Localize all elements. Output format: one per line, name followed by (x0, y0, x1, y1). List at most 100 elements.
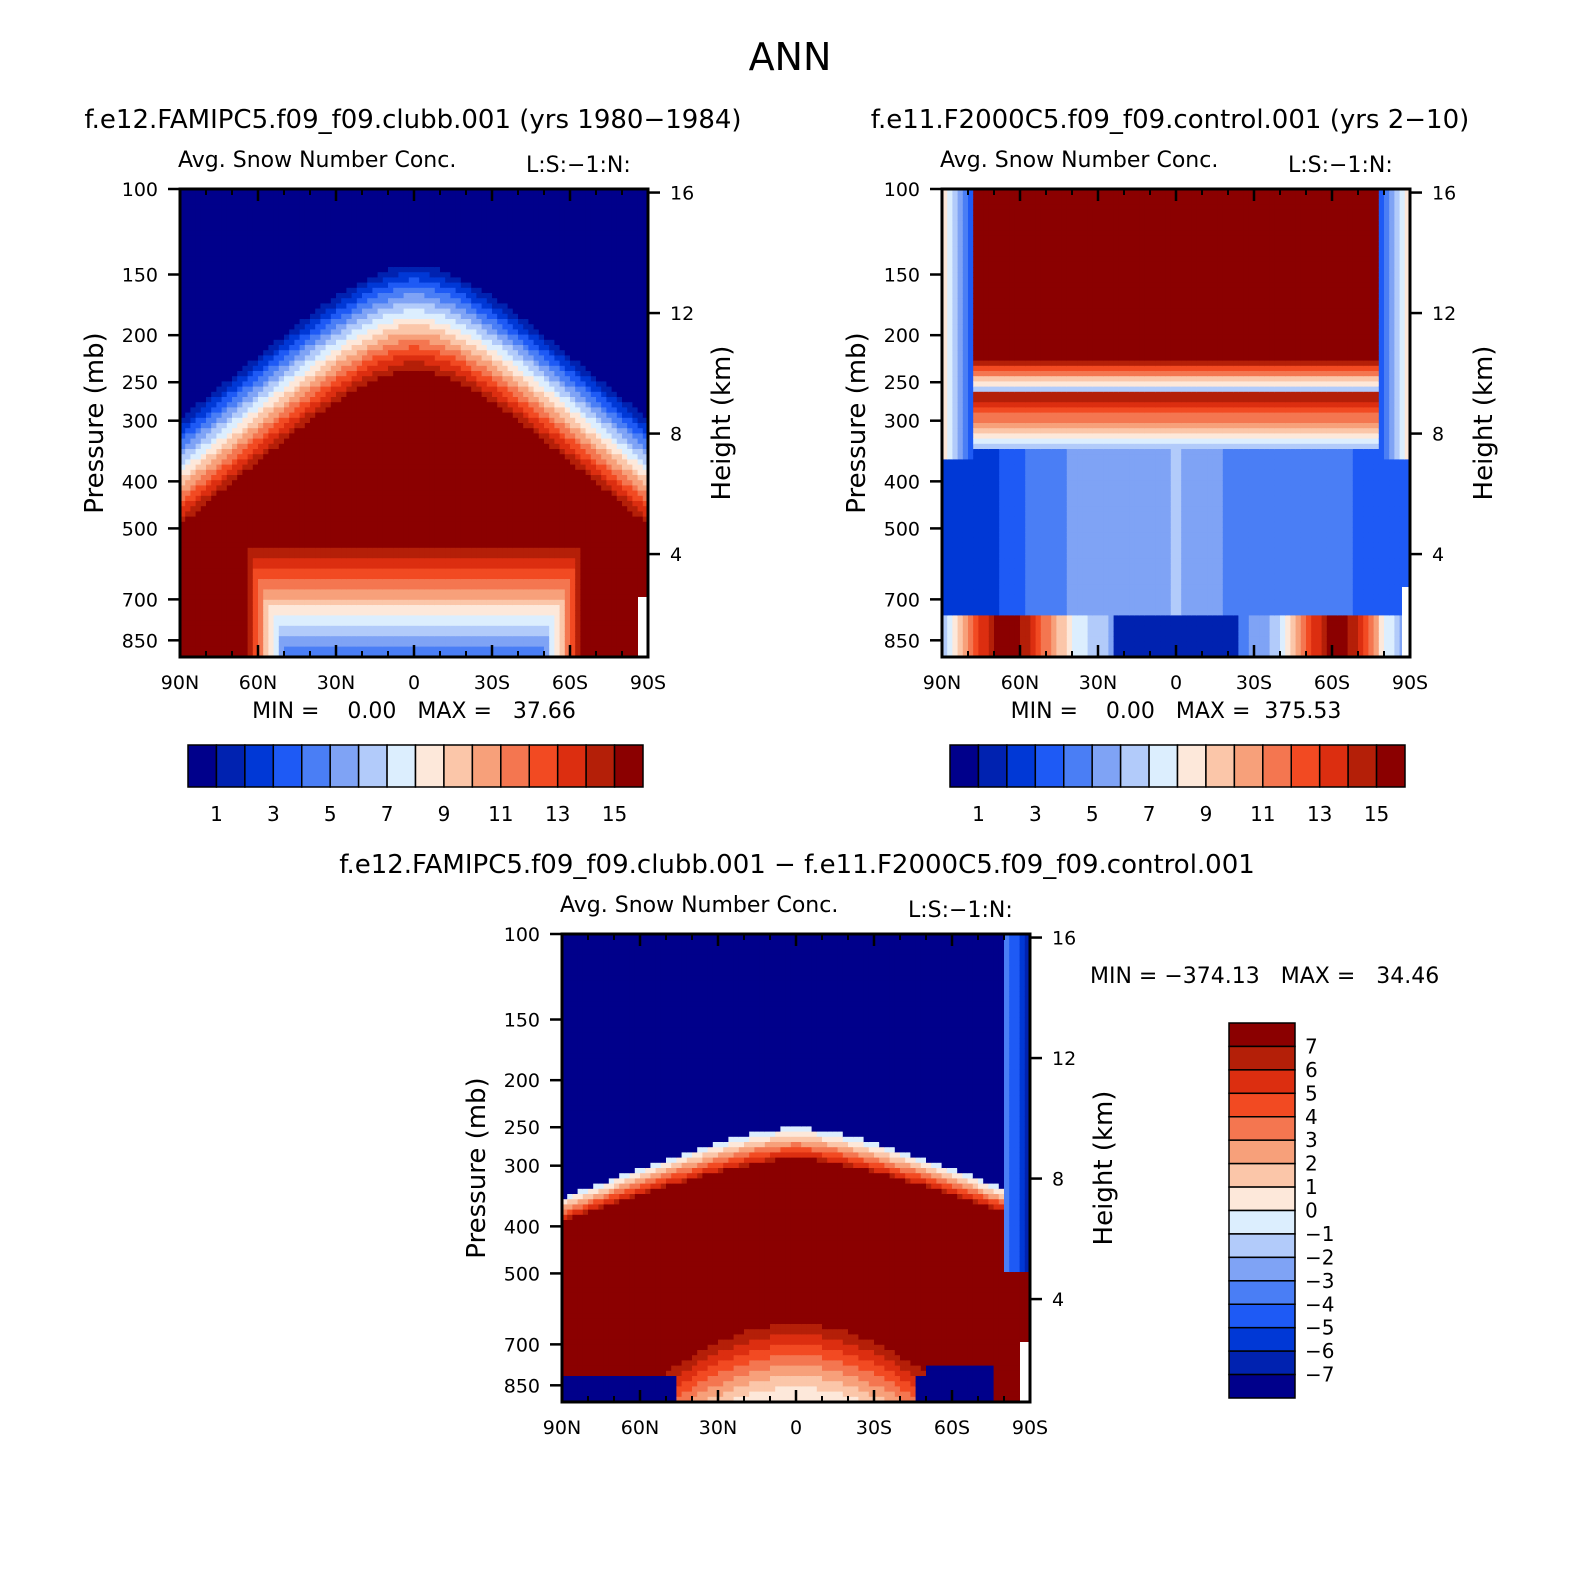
contour-cell (274, 345, 280, 351)
contour-cell (367, 413, 373, 419)
contour-cell (294, 584, 300, 590)
contour-cell (372, 579, 378, 585)
contour-cell (372, 600, 378, 606)
contour-cell (315, 605, 321, 611)
contour-cell (268, 569, 274, 575)
contour-cell (300, 324, 306, 330)
contour-cell (388, 381, 394, 387)
contour-cell (253, 600, 259, 606)
contour-cell (456, 595, 462, 601)
contour-cell (305, 459, 311, 465)
contour-cell (409, 371, 415, 377)
contour-cell (216, 418, 222, 424)
contour-cell (279, 569, 285, 575)
contour-cell (424, 340, 430, 346)
contour-cell (409, 231, 415, 237)
contour-cell (258, 392, 264, 398)
contour-cell (232, 246, 238, 252)
contour-cell (346, 319, 352, 325)
contour-cell (284, 600, 290, 606)
contour-cell (211, 454, 217, 460)
contour-cell (201, 335, 207, 341)
contour-cell (284, 272, 290, 278)
contour-cell (268, 350, 274, 356)
contour-cell (419, 303, 425, 309)
contour-cell (242, 636, 248, 642)
contour-cell (263, 600, 269, 606)
contour-cell (440, 610, 446, 616)
contour-cell (336, 345, 342, 351)
contour-cell (430, 366, 436, 372)
contour-cell (414, 387, 420, 393)
contour-cell (404, 501, 410, 507)
contour-cell (232, 225, 238, 231)
contour-cell (263, 350, 269, 356)
contour-cell (450, 329, 456, 335)
contour-cell (201, 444, 207, 450)
contour-cell (227, 355, 233, 361)
contour-cell (357, 595, 363, 601)
contour-cell (450, 293, 456, 299)
contour-cell (196, 589, 202, 595)
contour-cell (346, 496, 352, 502)
contour-cell (310, 485, 316, 491)
contour-cell (232, 277, 238, 283)
contour-cell (435, 470, 441, 476)
contour-cell (388, 522, 394, 528)
contour-cell (237, 210, 243, 216)
contour-cell (456, 641, 462, 647)
contour-cell (279, 485, 285, 491)
contour-cell (372, 288, 378, 294)
contour-cell (190, 366, 196, 372)
contour-cell (326, 220, 332, 226)
contour-cell (222, 641, 228, 647)
contour-cell (430, 553, 436, 559)
contour-cell (419, 366, 425, 372)
contour-cell (398, 397, 404, 403)
contour-cell (331, 231, 337, 237)
contour-cell (357, 563, 363, 569)
contour-cell (383, 563, 389, 569)
contour-cell (388, 402, 394, 408)
contour-cell (404, 475, 410, 481)
contour-cell (222, 288, 228, 294)
contour-cell (248, 361, 254, 367)
contour-cell (190, 277, 196, 283)
contour-cell (201, 470, 207, 476)
contour-cell (346, 543, 352, 549)
contour-cell (461, 283, 467, 289)
contour-cell (331, 579, 337, 585)
contour-cell (201, 506, 207, 512)
contour-cell (222, 397, 228, 403)
contour-cell (341, 392, 347, 398)
contour-cell (450, 225, 456, 231)
contour-cell (362, 335, 368, 341)
contour-cell (284, 199, 290, 205)
contour-cell (372, 470, 378, 476)
contour-cell (404, 506, 410, 512)
contour-cell (414, 511, 420, 517)
contour-cell (466, 402, 472, 408)
contour-cell (435, 485, 441, 491)
contour-cell (404, 532, 410, 538)
contour-cell (367, 329, 373, 335)
contour-cell (383, 345, 389, 351)
contour-cell (258, 272, 264, 278)
contour-cell (263, 371, 269, 377)
contour-cell (222, 335, 228, 341)
contour-cell (367, 361, 373, 367)
contour-cell (216, 225, 222, 231)
contour-cell (274, 246, 280, 252)
contour-cell (430, 511, 436, 517)
contour-cell (362, 267, 368, 273)
contour-cell (367, 407, 373, 413)
contour-cell (263, 480, 269, 486)
contour-cell (222, 236, 228, 242)
contour-cell (456, 636, 462, 642)
contour-cell (331, 433, 337, 439)
contour-cell (414, 537, 420, 543)
contour-cell (346, 283, 352, 289)
contour-cell (201, 522, 207, 528)
contour-cell (315, 387, 321, 393)
contour-cell (206, 272, 212, 278)
